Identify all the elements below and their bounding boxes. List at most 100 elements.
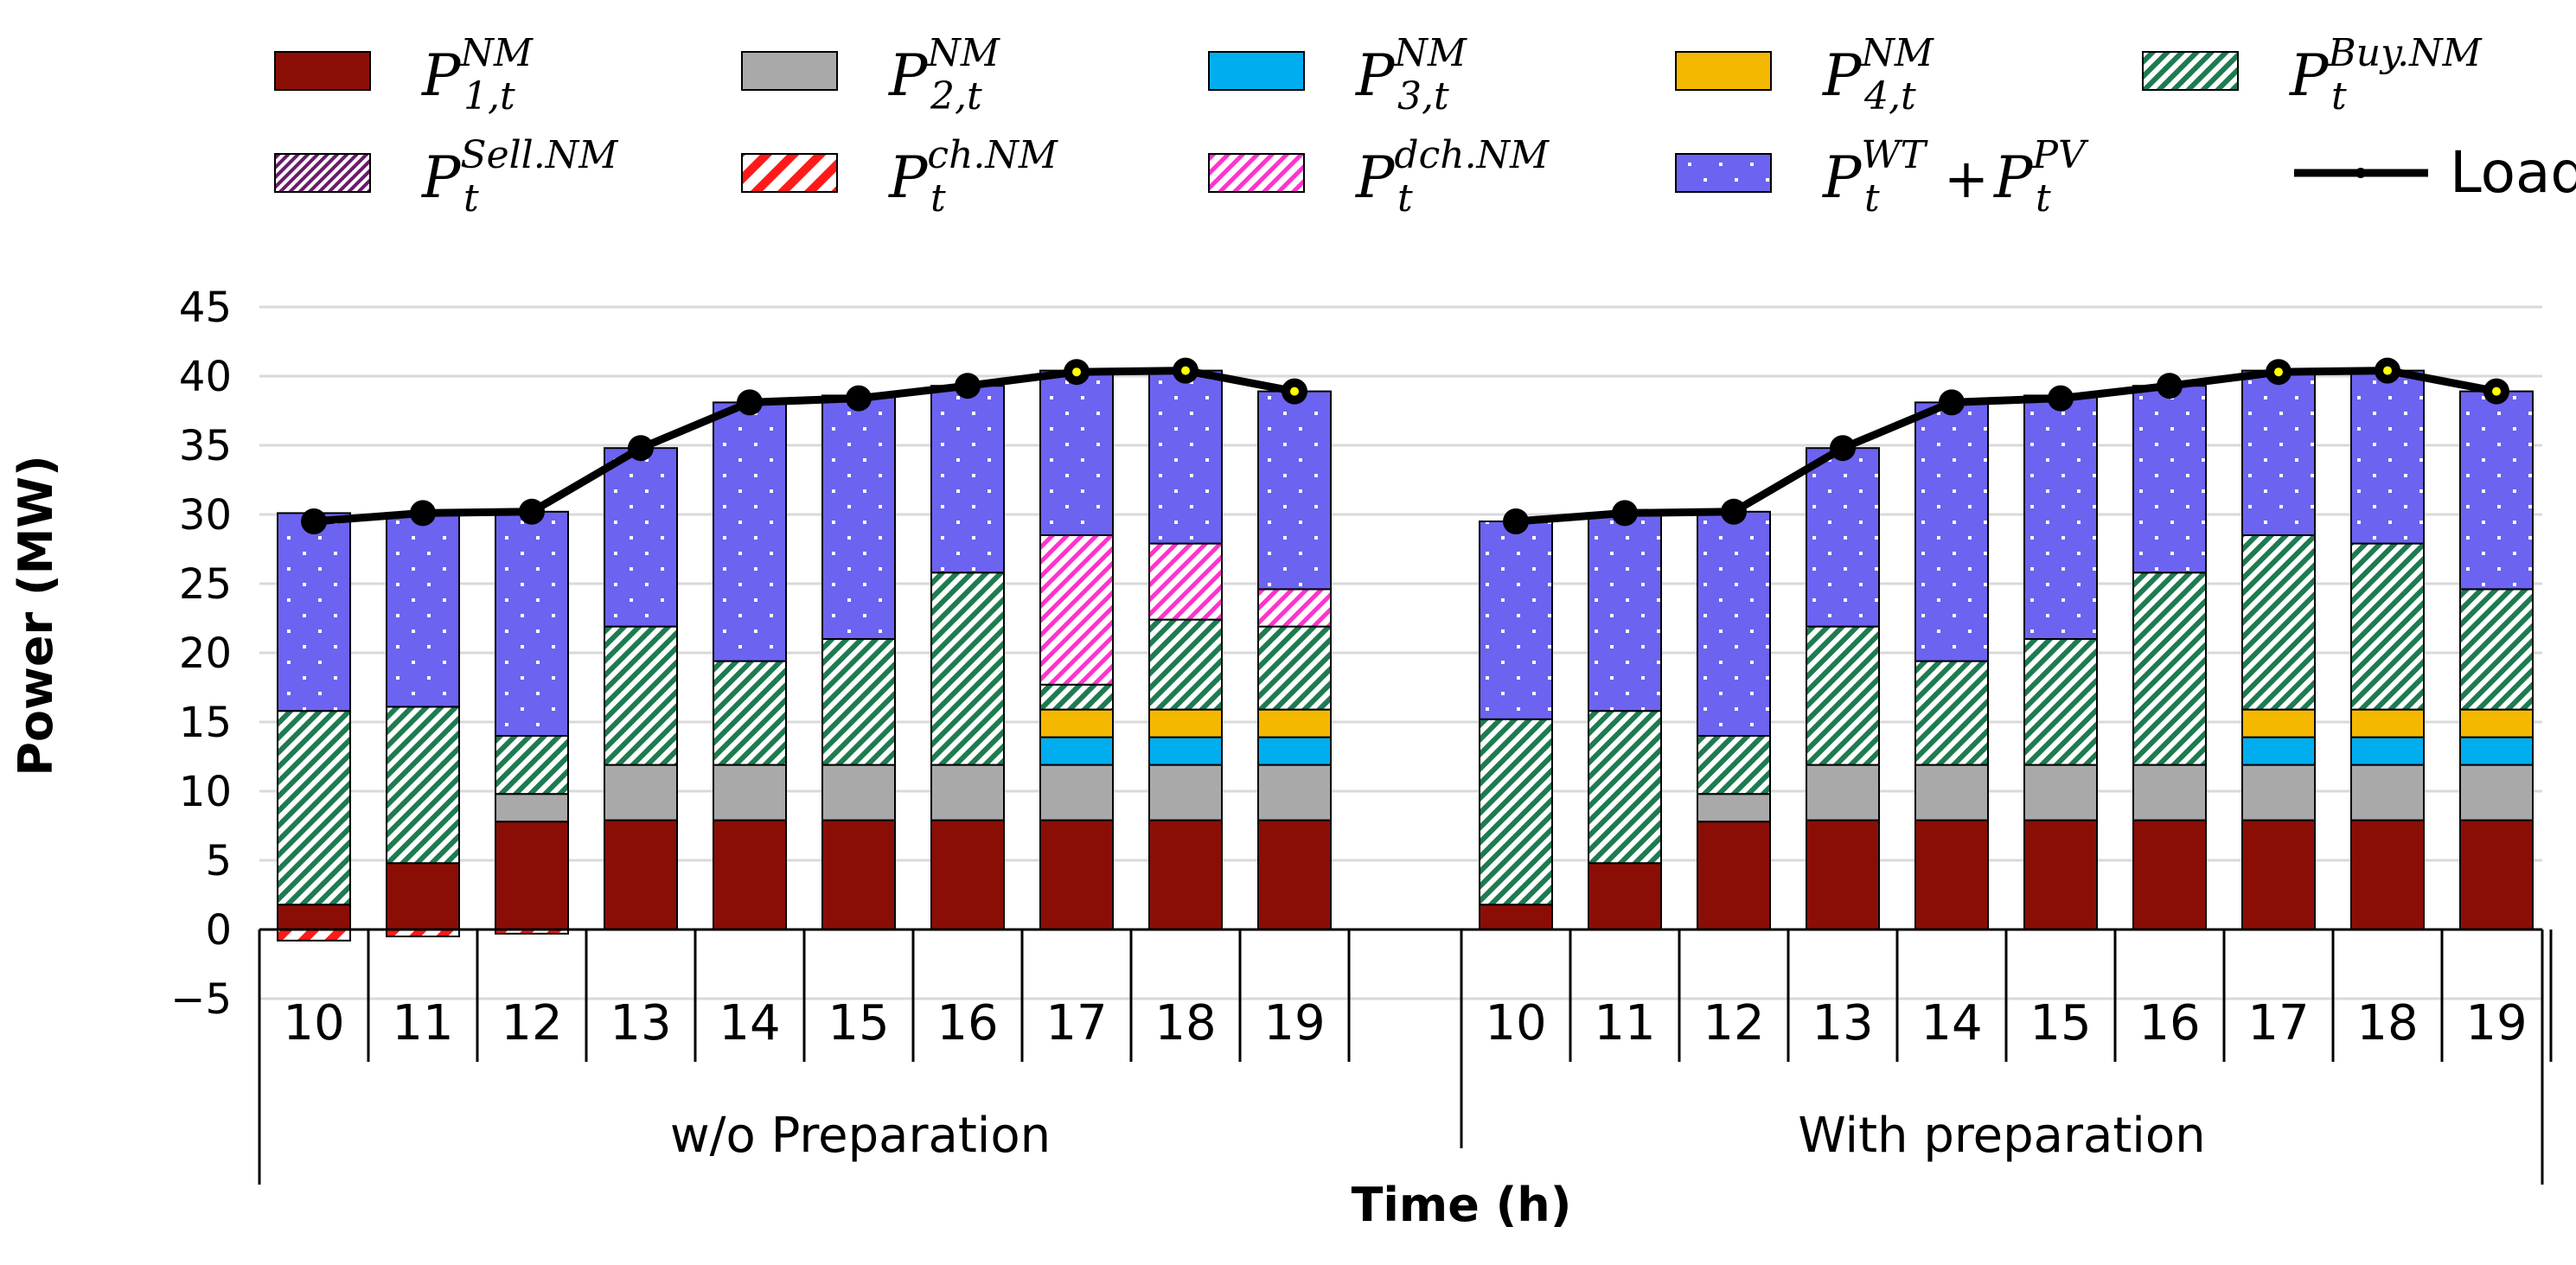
y-tick-label: 45 — [179, 284, 232, 332]
legend-swatch-p3 — [1208, 51, 1305, 91]
bar-segment-buy — [604, 625, 678, 766]
bar-segment-p3 — [1039, 736, 1114, 766]
bar-segment-p4 — [1039, 708, 1114, 738]
bar-segment-ren — [604, 447, 678, 628]
x-category-label: 13 — [610, 995, 671, 1051]
bar-segment-p2 — [604, 763, 678, 821]
bar-segment-p4 — [1257, 708, 1332, 738]
bar-segment-p1 — [2023, 819, 2098, 930]
bar-segment-ren — [1479, 521, 1553, 720]
y-tick-label: 40 — [179, 353, 232, 401]
load-line — [1515, 367, 2497, 526]
bar-segment-p1 — [821, 819, 896, 930]
bar-segment-buy — [2350, 542, 2425, 711]
legend-sub-p4: 4,t — [1863, 74, 1916, 118]
bar-segment-p2 — [713, 763, 787, 821]
x-category-label: 17 — [1045, 995, 1107, 1051]
x-category-label: 15 — [828, 995, 889, 1051]
x-category-label: 12 — [501, 995, 562, 1051]
bar-segment-p2 — [1148, 763, 1223, 821]
bar-segment-p2 — [2459, 763, 2534, 821]
load-marker — [1939, 389, 1965, 416]
bar-segment-buy — [821, 638, 896, 766]
bar-segment-ren — [2350, 369, 2425, 545]
legend-sub-pv: t — [2036, 176, 2051, 220]
legend-label-pv: PPV — [1993, 133, 2089, 211]
bar-segment-p1 — [2459, 819, 2534, 930]
bar-segment-p2 — [1806, 763, 1880, 821]
bar-segment-buy — [2241, 534, 2316, 711]
x-group-label: w/o Preparation — [670, 1108, 1051, 1164]
bar-segment-ren — [277, 512, 351, 712]
bar-segment-p1 — [713, 819, 787, 930]
bar-segment-p1 — [1588, 862, 1662, 931]
bar-segment-ren — [1257, 390, 1332, 591]
bar-segment-p1 — [495, 821, 569, 931]
load-marker — [737, 389, 763, 416]
bar-segment-p1 — [277, 904, 351, 930]
bar-segment-ren — [1914, 401, 1989, 662]
bar-segment-ren — [2132, 385, 2207, 574]
bar-segment-p2 — [2241, 763, 2316, 821]
bar-segment-buy — [1148, 618, 1223, 711]
bar-segment-ch — [277, 929, 351, 942]
bar-segment-p3 — [2241, 736, 2316, 766]
legend-sub-ch: t — [930, 176, 946, 220]
bar-segment-ren — [1588, 512, 1662, 712]
bar-segment-p2 — [821, 763, 896, 821]
bar-segment-p2 — [930, 763, 1005, 821]
y-tick-label: 25 — [179, 560, 232, 609]
load-marker — [846, 385, 872, 412]
legend-label-p4: PNM — [1822, 31, 1934, 109]
bar-segment-p3 — [2350, 736, 2425, 766]
bar-segment-p1 — [1148, 819, 1223, 930]
bar-segment-buy — [1914, 660, 1989, 766]
x-category-label: 13 — [1812, 995, 1873, 1051]
legend-label-ren: PWT — [1822, 133, 1929, 211]
bar-segment-ren — [713, 401, 787, 662]
bar-segment-p2 — [2350, 763, 2425, 821]
load-marker — [301, 508, 327, 534]
legend-sub-dch: t — [1397, 176, 1413, 220]
x-category-label: 19 — [1263, 995, 1325, 1051]
bar-segment-ren — [821, 394, 896, 640]
load-marker — [955, 373, 981, 399]
bar-segment-dch — [1148, 542, 1223, 621]
bar-segment-p2 — [1039, 763, 1114, 821]
bar-segment-ren — [1148, 369, 1223, 545]
load-marker — [1612, 500, 1638, 527]
x-category-label: 19 — [2465, 995, 2527, 1051]
bar-segment-p4 — [2350, 708, 2425, 738]
x-category-label: 14 — [1921, 995, 1982, 1051]
legend-swatch-buy — [2142, 51, 2239, 91]
bar-segment-buy — [930, 572, 1005, 766]
bar-segment-p2 — [2132, 763, 2207, 821]
bar-segment-ren — [2459, 390, 2534, 591]
bar-segment-p1 — [1479, 904, 1553, 930]
y-tick-label: 35 — [179, 422, 232, 470]
x-category-label: 16 — [2138, 995, 2200, 1051]
bar-segment-buy — [386, 706, 460, 865]
legend-label-dch: Pdch.NM — [1355, 133, 1550, 211]
legend-sub-sell: t — [463, 176, 479, 220]
bar-segment-buy — [2023, 638, 2098, 766]
x-group-label: With preparation — [1798, 1108, 2205, 1164]
bar-segment-p1 — [2241, 819, 2316, 930]
bar-segment-ren — [2023, 394, 2098, 640]
x-category-label: 11 — [1594, 995, 1655, 1051]
legend-label-p2: PNM — [888, 31, 1000, 109]
bar-segment-buy — [2459, 588, 2534, 711]
y-tick-label: 5 — [205, 837, 232, 885]
bar-segment-dch — [1039, 534, 1114, 686]
bar-segment-buy — [1479, 718, 1553, 906]
legend-label-p1: PNM — [421, 31, 534, 109]
x-category-label: 12 — [1703, 995, 1764, 1051]
bar-segment-p1 — [1697, 821, 1771, 931]
load-marker — [410, 500, 436, 527]
legend-sub-buy: t — [2331, 74, 2347, 118]
x-axis: 10 11 12 13 14 15 16 17 18 19 w/o Preparation 10 11 1… — [258, 928, 2553, 1185]
bar-segment-ren — [1039, 369, 1114, 536]
legend-swatch-p1 — [274, 51, 371, 91]
bar-segment-buy — [2132, 572, 2207, 766]
bar-segment-p3 — [2459, 736, 2534, 766]
